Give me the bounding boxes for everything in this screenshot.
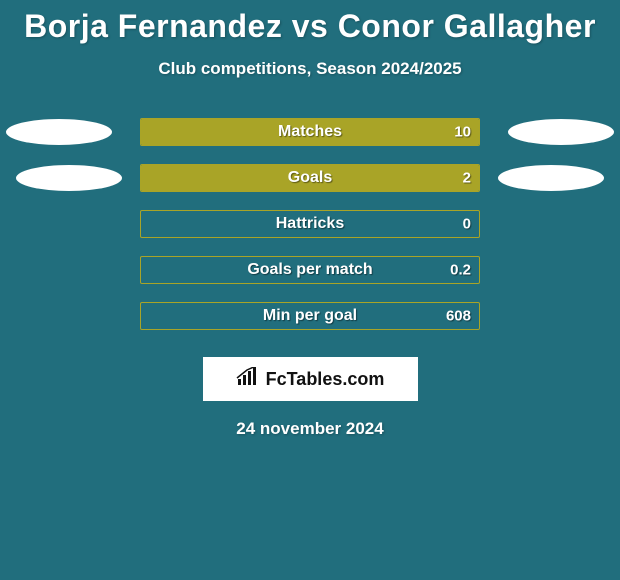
bar-value: 608 — [446, 308, 471, 325]
page-title: Borja Fernandez vs Conor Gallagher — [0, 0, 620, 45]
player-right-marker — [498, 165, 604, 191]
bar-track: Matches 10 — [140, 118, 480, 146]
bar-track: Goals per match 0.2 — [140, 256, 480, 284]
bar-value: 0.2 — [450, 262, 471, 279]
page-subtitle: Club competitions, Season 2024/2025 — [0, 59, 620, 79]
page-root: Borja Fernandez vs Conor Gallagher Club … — [0, 0, 620, 580]
bar-track: Hattricks 0 — [140, 210, 480, 238]
stat-row: Matches 10 — [0, 109, 620, 155]
bar-label: Min per goal — [141, 307, 479, 325]
bar-track: Min per goal 608 — [140, 302, 480, 330]
bar-fill — [141, 165, 479, 191]
stats-area: Matches 10 Goals 2 Hattricks 0 — [0, 109, 620, 339]
stat-row: Min per goal 608 — [0, 293, 620, 339]
brand-chart-icon — [236, 367, 260, 392]
bar-track: Goals 2 — [140, 164, 480, 192]
player-left-marker — [6, 119, 112, 145]
bar-label: Hattricks — [141, 215, 479, 233]
player-left-marker — [16, 165, 122, 191]
bar-label: Goals per match — [141, 261, 479, 279]
brand-text: FcTables.com — [266, 369, 385, 390]
stat-row: Goals per match 0.2 — [0, 247, 620, 293]
bar-value: 0 — [463, 216, 471, 233]
stat-row: Hattricks 0 — [0, 201, 620, 247]
brand-box[interactable]: FcTables.com — [203, 357, 418, 401]
bar-fill — [141, 119, 479, 145]
stat-row: Goals 2 — [0, 155, 620, 201]
footer-date: 24 november 2024 — [0, 419, 620, 439]
player-right-marker — [508, 119, 614, 145]
